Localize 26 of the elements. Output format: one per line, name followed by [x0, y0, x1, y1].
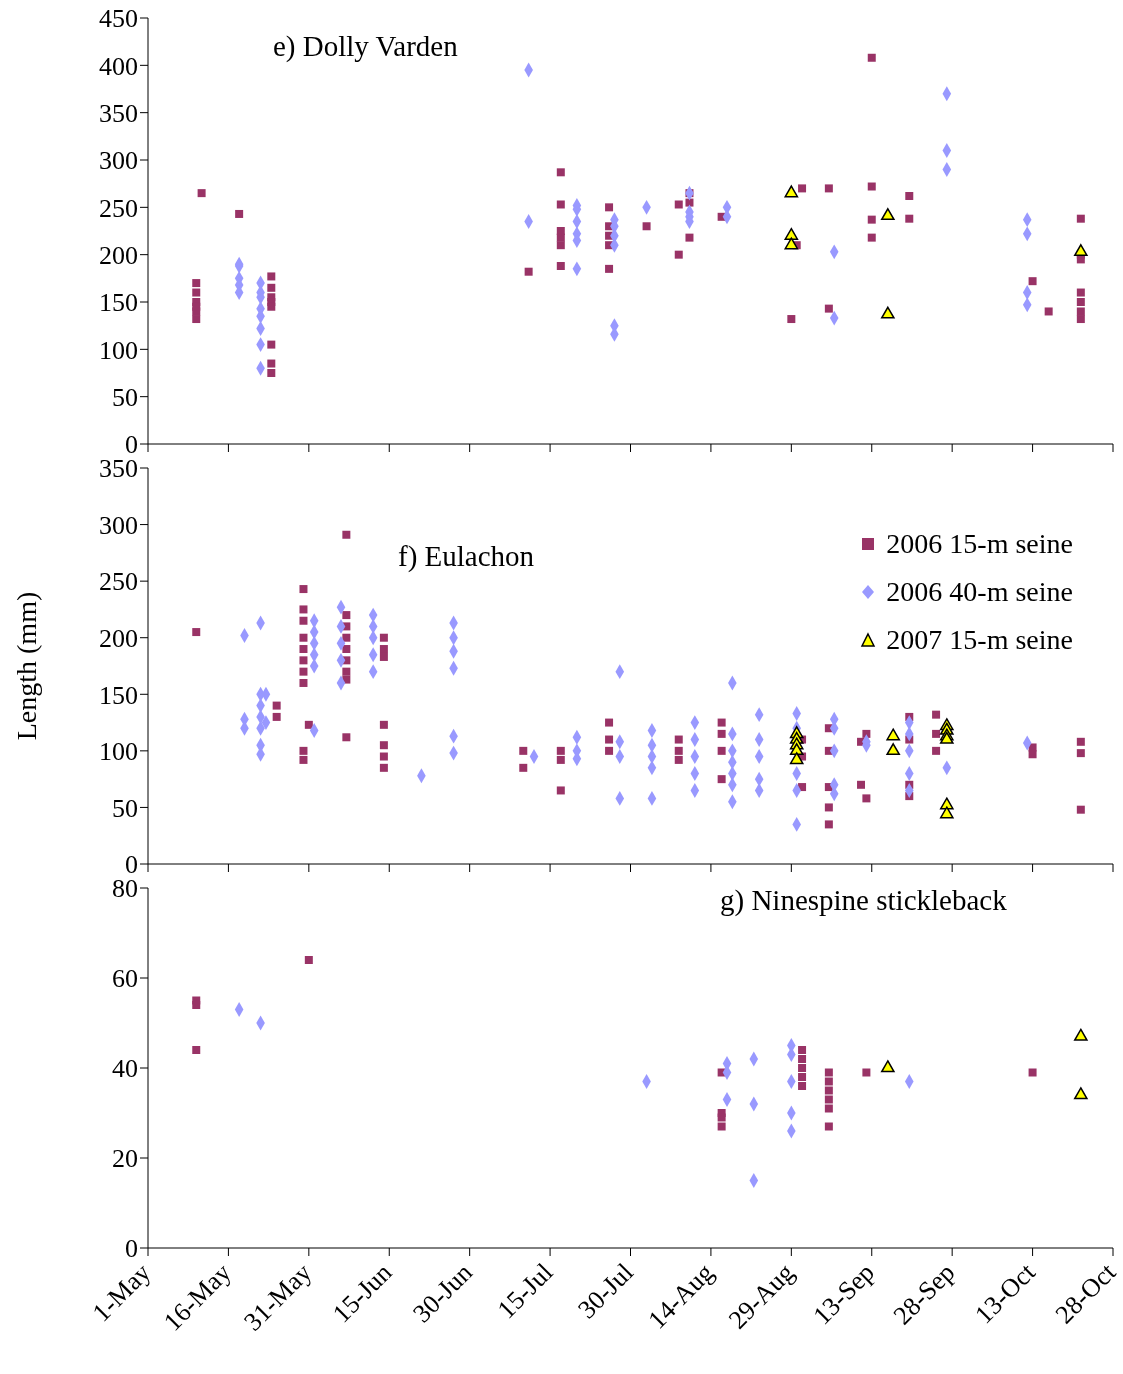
- y-tick-label: 200: [99, 623, 138, 653]
- legend-label: 2006 15-m seine: [886, 527, 1073, 561]
- y-tick-label: 200: [99, 240, 138, 270]
- y-tick-label: 60: [112, 964, 138, 994]
- y-tick-label: 250: [99, 567, 138, 597]
- y-tick-label: 40: [112, 1054, 138, 1084]
- y-tick-label: 300: [99, 510, 138, 540]
- y-tick-label: 350: [99, 98, 138, 128]
- chart-title: e) Dolly Varden: [273, 30, 458, 63]
- chart-title: g) Ninespine stickleback: [720, 884, 1007, 917]
- y-tick-label: 100: [99, 737, 138, 767]
- legend-label: 2007 15-m seine: [886, 623, 1073, 657]
- y-tick-label: 100: [99, 335, 138, 365]
- text: f) Eulachon: [398, 540, 535, 573]
- y-tick-label: 150: [99, 288, 138, 318]
- y-tick-label: 450: [99, 4, 138, 34]
- y-tick-label: 50: [112, 382, 138, 412]
- y-tick-label: 150: [99, 680, 138, 710]
- y-tick-label: 400: [99, 51, 138, 81]
- legend-label: 2006 40-m seine: [886, 575, 1073, 609]
- y-tick-label: 20: [112, 1144, 138, 1174]
- y-tick-label: 0: [125, 1234, 138, 1264]
- y-tick-label: 50: [112, 793, 138, 823]
- y-axis-title: Length (mm): [10, 591, 42, 741]
- y-tick-label: 250: [99, 193, 138, 223]
- y-tick-label: 300: [99, 146, 138, 176]
